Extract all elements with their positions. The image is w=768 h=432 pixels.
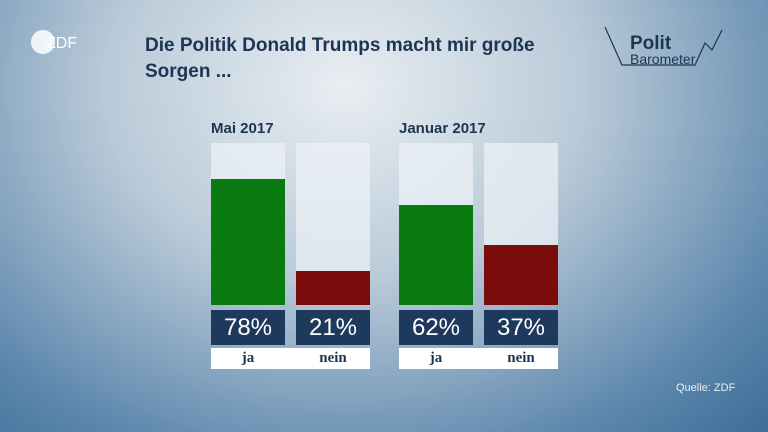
bar — [211, 178, 285, 305]
value-label: 21% — [296, 310, 370, 345]
bar — [399, 204, 473, 305]
value-label: 37% — [484, 310, 558, 345]
group-label: Mai 2017 — [211, 120, 274, 137]
bar — [484, 245, 558, 305]
source: Quelle: ZDF — [676, 382, 736, 394]
brand-bottom: Barometer — [630, 51, 696, 67]
value-label: 62% — [399, 310, 473, 345]
category-label: ja — [211, 348, 285, 369]
chart-title: Die Politik Donald Trumps macht mir groß… — [145, 35, 535, 82]
value-label: 78% — [211, 310, 285, 345]
brand-logo: Polit Barometer — [604, 26, 723, 67]
category-label: nein — [484, 348, 558, 369]
logo-text: ZDF — [46, 35, 77, 52]
brand-top: Polit — [630, 33, 672, 54]
category-label: nein — [296, 348, 370, 369]
category-label: ja — [399, 348, 473, 369]
bar — [296, 270, 370, 305]
zdf-logo: ZDF — [31, 30, 77, 54]
group-label: Januar 2017 — [399, 120, 486, 137]
